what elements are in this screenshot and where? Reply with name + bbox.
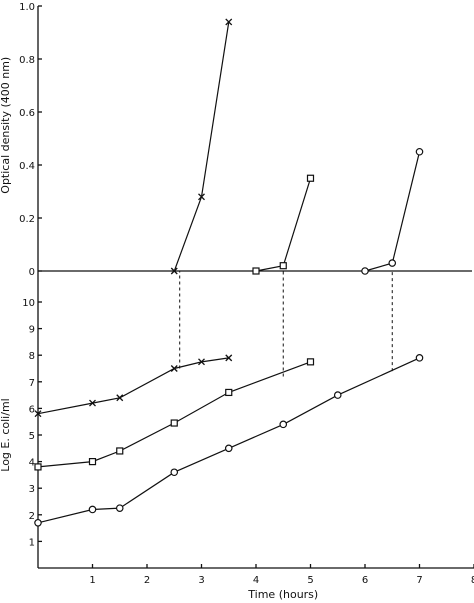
log-tick-label: 8 xyxy=(29,351,35,362)
od-tick-label: 0 xyxy=(29,267,35,278)
x-marker xyxy=(225,354,233,362)
log-tick-label: 10 xyxy=(22,298,35,309)
circle-marker xyxy=(115,504,124,512)
square-marker xyxy=(116,447,124,455)
log-tick-label: 7 xyxy=(29,378,35,389)
log-series-circle-line xyxy=(37,357,420,524)
series-markers xyxy=(34,18,424,527)
x-tick-label: 3 xyxy=(198,575,204,586)
log-series-square-line xyxy=(37,361,311,468)
x-marker xyxy=(34,410,42,418)
circle-marker xyxy=(279,420,288,429)
x-tick-label: 2 xyxy=(144,575,150,586)
log-series-x-line xyxy=(37,357,229,415)
log-tick-label: 3 xyxy=(29,484,35,495)
od-tick-label: 0.2 xyxy=(19,214,35,225)
od-series-square-line xyxy=(255,178,312,272)
log-tick-label: 6 xyxy=(29,404,35,415)
x-marker xyxy=(116,394,124,402)
od-tick-label: 0.8 xyxy=(19,55,35,66)
circle-marker xyxy=(388,259,397,267)
x-tick-label: 1 xyxy=(89,575,95,586)
square-marker xyxy=(279,262,287,270)
circle-marker xyxy=(224,444,233,453)
od-tick-label: 0.4 xyxy=(19,161,35,172)
x-marker xyxy=(170,365,178,372)
log-tick-label: 4 xyxy=(29,458,35,469)
square-marker xyxy=(252,267,260,275)
square-marker xyxy=(225,388,233,397)
x-tick-label: 7 xyxy=(416,575,422,586)
connectors xyxy=(179,271,393,377)
x-axis-title: Time (hours) xyxy=(247,588,318,601)
square-marker xyxy=(306,174,315,182)
log-tick-label: 1 xyxy=(29,537,35,548)
axes xyxy=(37,6,474,569)
x-marker xyxy=(225,18,233,26)
circle-marker xyxy=(88,505,97,514)
od-tick-label: 1.0 xyxy=(19,2,35,13)
circle-marker xyxy=(333,391,342,399)
square-marker xyxy=(170,419,178,427)
circle-marker xyxy=(415,354,424,362)
od-axis-title: Optical density (400 nm) xyxy=(0,57,12,194)
square-marker xyxy=(306,358,315,366)
square-marker xyxy=(34,463,42,471)
log-tick-label: 9 xyxy=(29,325,35,336)
circle-marker xyxy=(361,267,369,275)
x-marker xyxy=(198,193,205,201)
x-tick-label: 6 xyxy=(362,575,368,586)
x-marker xyxy=(198,358,205,366)
x-tick-label: 4 xyxy=(253,575,259,586)
circle-marker xyxy=(34,518,42,527)
od-tick-label: 0.6 xyxy=(19,108,35,119)
od-series-circle-line xyxy=(364,151,421,272)
log-axis-title: Log E. coli/ml xyxy=(0,398,12,471)
circle-marker xyxy=(415,147,424,156)
circle-marker xyxy=(170,468,179,477)
x-tick-label: 8 xyxy=(471,575,474,586)
x-marker xyxy=(89,399,96,407)
ticks: 0 0.2 0.4 0.6 0.8 1.0 1 2 3 4 5 6 7 8 9 10 1 2 3 4 5 6 7 8 xyxy=(19,2,474,586)
x-marker xyxy=(170,267,178,275)
log-tick-label: 2 xyxy=(29,511,35,522)
log-tick-label: 5 xyxy=(29,431,35,442)
od-series-x-line xyxy=(173,21,230,272)
x-tick-label: 5 xyxy=(307,575,313,586)
square-marker xyxy=(88,458,97,466)
